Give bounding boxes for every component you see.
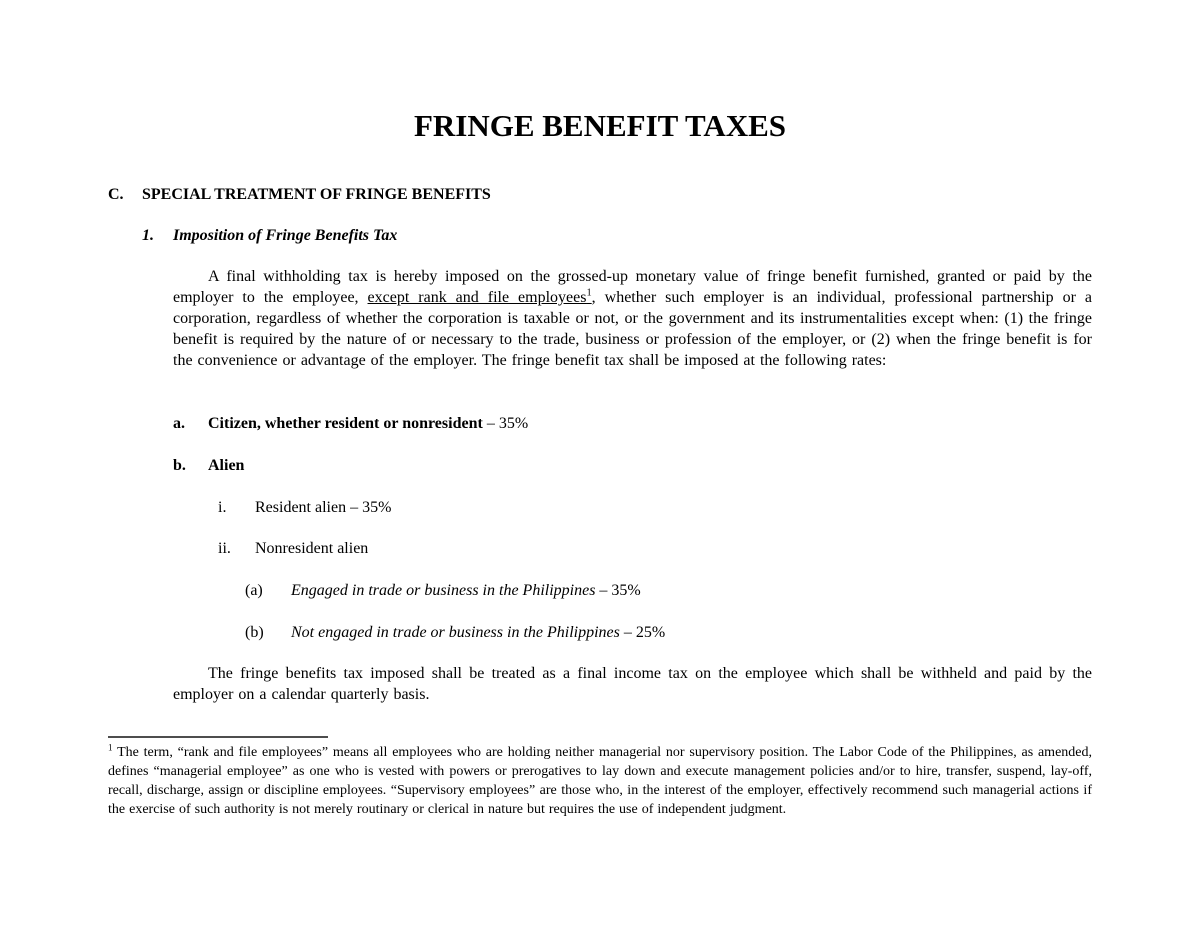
subsection-label: 1. bbox=[142, 227, 154, 244]
list-item-text: Engaged in trade or business in the Phil… bbox=[291, 582, 596, 599]
list-item-text: Citizen, whether resident or nonresident bbox=[208, 415, 483, 432]
document-title: FRINGE BENEFIT TAXES bbox=[413, 108, 787, 143]
footnote: 1 The term, “rank and file employees” me… bbox=[108, 743, 1092, 819]
list-item-text: Alien bbox=[208, 457, 245, 474]
subsection-heading: 1. Imposition of Fringe Benefits Tax bbox=[142, 226, 397, 246]
list-item-label: ii. bbox=[218, 540, 231, 557]
list-item-rate: – 35% bbox=[595, 582, 641, 599]
list-item-rate: – 25% bbox=[619, 624, 666, 641]
list-item-label: b. bbox=[173, 457, 186, 474]
section-heading: C. SPECIAL TREATMENT OF FRINGE BENEFITS bbox=[108, 185, 491, 205]
list-item-nonresident-alien: ii. Nonresident alien bbox=[218, 539, 368, 559]
list-item-label: (b) bbox=[245, 624, 264, 641]
underlined-phrase: except rank and file employees1 bbox=[367, 287, 592, 306]
list-item-citizen: a. Citizen, whether resident or nonreside… bbox=[173, 414, 528, 434]
list-item-rate: – 35% bbox=[482, 415, 529, 432]
paragraph-text-before: A final withholding tax is hereby impose… bbox=[173, 268, 1092, 306]
list-item-text: Nonresident alien bbox=[255, 540, 369, 557]
subsection-heading-text: Imposition of Fringe Benefits Tax bbox=[173, 227, 398, 244]
footnote-text: The term, “rank and file employees” mean… bbox=[108, 745, 1092, 817]
paragraph-text-after: , whether such employer is an individual… bbox=[173, 289, 1093, 369]
list-item-resident-alien: i. Resident alien – 35% bbox=[218, 498, 391, 518]
underlined-phrase-text: except rank and file employees bbox=[367, 289, 587, 306]
list-item-text: Not engaged in trade or business in the … bbox=[291, 624, 620, 641]
list-item-engaged: (a) Engaged in trade or business in the P… bbox=[245, 581, 641, 601]
list-item-alien: b. Alien bbox=[173, 456, 244, 476]
list-item-not-engaged: (b) Not engaged in trade or business in t… bbox=[245, 623, 665, 643]
list-item-label: i. bbox=[218, 499, 227, 516]
footnote-reference: 1 bbox=[586, 287, 592, 299]
footnote-number: 1 bbox=[108, 742, 113, 753]
footnote-separator bbox=[108, 736, 328, 738]
section-label: C. bbox=[108, 186, 124, 203]
paragraph-final-tax: The fringe benefits tax imposed shall be… bbox=[173, 665, 1092, 703]
paragraph-imposition: A final withholding tax is hereby impose… bbox=[173, 266, 1092, 371]
list-item-label: (a) bbox=[245, 582, 263, 599]
section-heading-text: SPECIAL TREATMENT OF FRINGE BENEFITS bbox=[142, 186, 491, 203]
list-item-label: a. bbox=[173, 415, 185, 432]
list-item-text: Resident alien – 35% bbox=[255, 499, 392, 516]
